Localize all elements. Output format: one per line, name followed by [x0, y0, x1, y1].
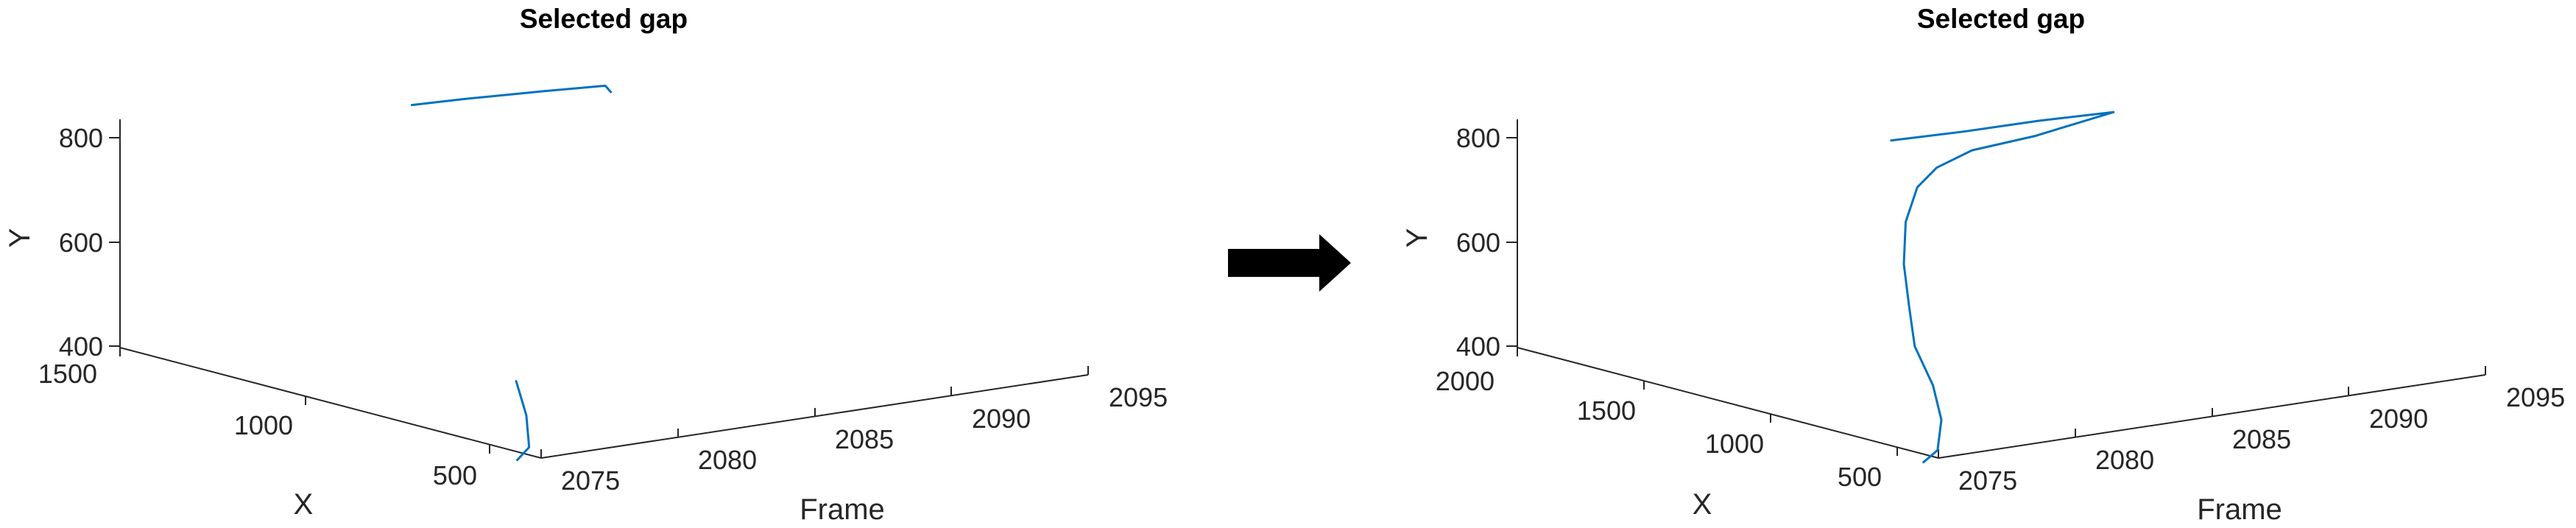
frame-tick-marks — [1938, 366, 2486, 458]
x-axis-line — [119, 347, 542, 459]
series-group — [1890, 110, 2115, 464]
frame-tick-label: 2080 — [698, 445, 757, 475]
x-tick-label: 1500 — [38, 359, 97, 389]
frame-tick-marks — [540, 366, 1089, 458]
plot-title: Selected gap — [1917, 4, 2085, 34]
series-group — [410, 84, 613, 462]
x-tick-label: 1000 — [234, 410, 293, 440]
x-axis-label: X — [294, 488, 314, 521]
frame-tick-label: 2080 — [2095, 445, 2154, 475]
frame-tick-label: 2095 — [2506, 382, 2565, 412]
frame-tick-label: 2075 — [1958, 465, 2017, 496]
y-axis-label: Y — [1401, 228, 1433, 248]
x-tick-label: 2000 — [1436, 366, 1495, 396]
frame-tick-label: 2085 — [2232, 424, 2291, 454]
frame-tick-label: 2075 — [561, 465, 620, 496]
frame-axis-label: Frame — [800, 493, 885, 526]
y-axis-label: Y — [4, 228, 36, 248]
plot-title: Selected gap — [520, 4, 688, 34]
y-tick-label: 400 — [1456, 331, 1500, 362]
plot-left: Selected gap 800 600 400 1500 1000 500 — [4, 4, 1168, 526]
x-tick-label: 500 — [433, 460, 477, 490]
frame-tick-label: 2085 — [835, 424, 894, 454]
x-tick-label: 1500 — [1577, 395, 1636, 426]
plot-right: Selected gap 800 600 400 2000 1500 1000 … — [1401, 4, 2565, 526]
x-axis-label: X — [1693, 488, 1712, 521]
x-tick-label: 500 — [1838, 462, 1882, 492]
y-tick-label: 600 — [1456, 228, 1500, 258]
y-tick-label: 600 — [59, 228, 103, 258]
frame-tick-label: 2090 — [972, 404, 1031, 434]
x-tick-marks — [1517, 348, 1898, 456]
trajectory-line-full — [1890, 110, 2115, 464]
frame-tick-label: 2095 — [1109, 382, 1168, 412]
trajectory-line-before — [515, 380, 531, 462]
y-tick-label: 800 — [59, 123, 103, 153]
trajectory-line-after — [410, 84, 613, 107]
y-tick-marks — [1506, 137, 1517, 347]
y-tick-marks — [109, 137, 120, 347]
right-arrow-icon — [1228, 234, 1351, 292]
y-tick-label: 400 — [59, 331, 103, 362]
x-axis-line — [1517, 347, 1939, 459]
frame-axis-label: Frame — [2197, 493, 2282, 526]
frame-tick-label: 2090 — [2369, 404, 2428, 434]
y-tick-label: 800 — [1456, 123, 1500, 153]
x-tick-marks — [119, 348, 490, 454]
x-tick-label: 1000 — [1705, 429, 1764, 459]
